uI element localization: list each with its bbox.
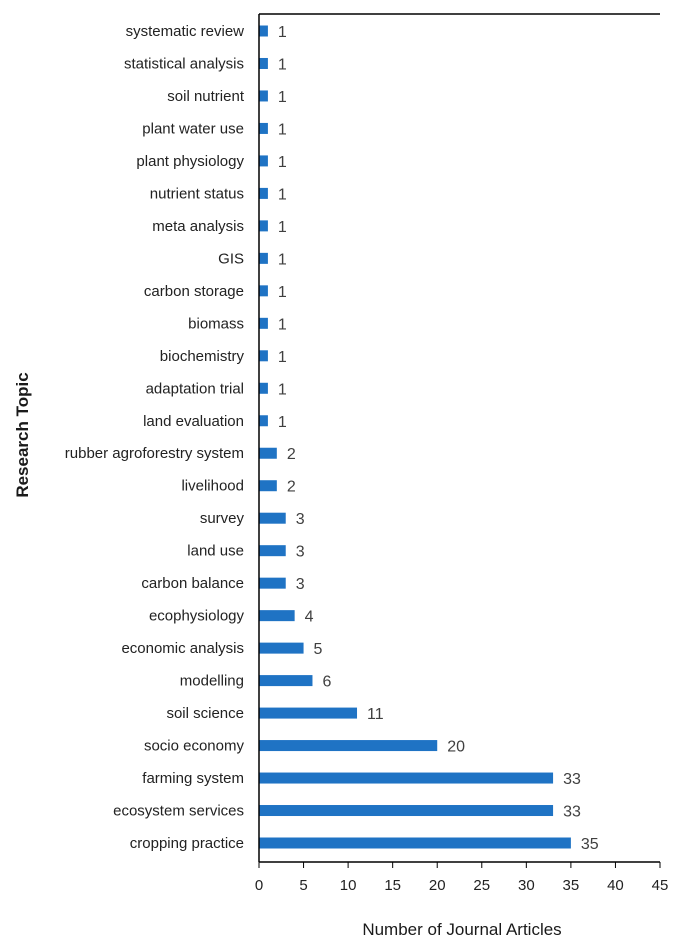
data-label: 2: [287, 446, 296, 463]
x-tick-label: 45: [652, 877, 669, 894]
x-tick-label: 35: [563, 877, 580, 894]
category-label: plant water use: [142, 120, 244, 137]
data-label: 1: [278, 186, 287, 203]
category-label: modelling: [180, 673, 244, 690]
category-label: ecosystem services: [113, 803, 244, 820]
data-label: 5: [314, 641, 323, 658]
data-label: 20: [447, 739, 465, 756]
category-label: GIS: [218, 250, 244, 267]
data-label: 1: [278, 284, 287, 301]
category-label: soil nutrient: [167, 88, 245, 105]
bar-soil-science: [259, 707, 358, 719]
bar-rubber-agroforestry-system: [259, 447, 277, 459]
category-label: land evaluation: [143, 413, 244, 430]
x-tick-label: 10: [340, 877, 357, 894]
data-label: 35: [581, 836, 599, 853]
data-label: 1: [278, 316, 287, 333]
data-label: 1: [278, 154, 287, 171]
category-label: socio economy: [144, 738, 245, 755]
category-label: adaptation trial: [146, 380, 244, 397]
data-label: 2: [287, 479, 296, 496]
category-label: ecophysiology: [149, 608, 245, 625]
category-label: economic analysis: [121, 640, 244, 657]
data-label: 1: [278, 251, 287, 268]
axes: 0 5 10 15 20 25 30 35 40 45: [255, 13, 669, 894]
x-tick-label: 5: [299, 877, 307, 894]
x-tick-label: 20: [429, 877, 446, 894]
bar-biochemistry: [259, 350, 268, 362]
category-label: nutrient status: [150, 185, 244, 202]
category-label: systematic review: [126, 23, 245, 40]
category-label: carbon balance: [141, 575, 244, 592]
bar-gis: [259, 252, 268, 264]
data-label: 1: [278, 349, 287, 366]
bar-plant-physiology: [259, 155, 268, 167]
x-axis-title: Number of Journal Articles: [362, 920, 561, 939]
data-label: 3: [296, 576, 305, 593]
data-label: 1: [278, 56, 287, 73]
data-label: 1: [278, 381, 287, 398]
category-labels: systematic review statistical analysis soi…: [65, 23, 245, 852]
category-label: carbon storage: [144, 283, 244, 300]
data-label: 1: [278, 89, 287, 106]
data-label: 33: [563, 771, 581, 788]
bar-ecophysiology: [259, 610, 295, 622]
category-label: livelihood: [181, 478, 244, 495]
category-label: biochemistry: [160, 348, 245, 365]
x-tick-label: 25: [473, 877, 490, 894]
category-label: biomass: [188, 315, 244, 332]
bar-soil-nutrient: [259, 90, 268, 102]
category-label: cropping practice: [130, 835, 244, 852]
data-label: 3: [296, 511, 305, 528]
category-label: plant physiology: [136, 153, 244, 170]
bar-biomass: [259, 317, 268, 329]
bar-cropping-practice: [259, 837, 571, 849]
data-label: 33: [563, 804, 581, 821]
bar-carbon-storage: [259, 285, 268, 297]
data-label: 4: [305, 609, 314, 626]
bar-carbon-balance: [259, 577, 286, 589]
data-label: 1: [278, 121, 287, 138]
bar-land-use: [259, 545, 286, 557]
bar-survey: [259, 512, 286, 524]
bar-economic-analysis: [259, 642, 304, 654]
data-label: 1: [278, 414, 287, 431]
bars-layer: [259, 25, 571, 849]
category-label: meta analysis: [152, 218, 244, 235]
bar-statistical-analysis: [259, 57, 268, 69]
x-tick-label: 30: [518, 877, 535, 894]
bar-farming-system: [259, 772, 554, 784]
x-tick-label: 15: [384, 877, 401, 894]
data-label: 3: [296, 544, 305, 561]
category-label: farming system: [142, 770, 244, 787]
bar-meta-analysis: [259, 220, 268, 232]
category-label: survey: [200, 510, 245, 527]
bar-adaptation-trial: [259, 382, 268, 394]
data-label: 6: [322, 674, 331, 691]
bar-modelling: [259, 675, 313, 687]
category-label: land use: [187, 543, 244, 560]
bar-nutrient-status: [259, 187, 268, 199]
category-label: statistical analysis: [124, 55, 244, 72]
y-axis-title: Research Topic: [13, 372, 32, 497]
bar-ecosystem-services: [259, 805, 554, 817]
category-label: rubber agroforestry system: [65, 445, 244, 462]
data-label: 1: [278, 24, 287, 41]
bar-systematic-review: [259, 25, 268, 37]
data-label: 11: [367, 706, 384, 723]
bar-livelihood: [259, 480, 277, 492]
bar-land-evaluation: [259, 415, 268, 427]
category-label: soil science: [166, 705, 244, 722]
bar-socio-economy: [259, 740, 438, 752]
x-tick-label: 0: [255, 877, 263, 894]
bar-plant-water-use: [259, 122, 268, 134]
x-tick-label: 40: [607, 877, 624, 894]
data-label: 1: [278, 219, 287, 236]
